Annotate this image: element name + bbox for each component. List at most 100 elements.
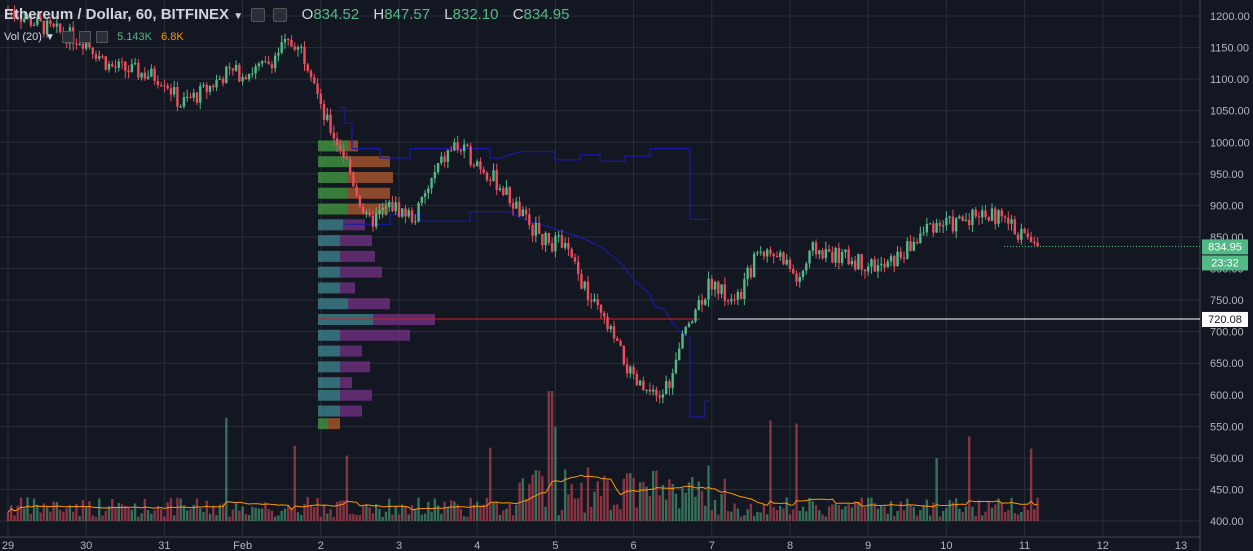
volume-bar <box>316 498 319 521</box>
x-tick-label: Feb <box>233 540 252 551</box>
candle-body <box>697 300 700 310</box>
profile-bar-b <box>328 418 340 430</box>
volume-bar <box>23 508 26 521</box>
x-tick-label: 13 <box>1175 540 1187 551</box>
volume-bar <box>508 503 511 521</box>
close-value: 834.95 <box>523 6 570 23</box>
candle-body <box>179 106 182 108</box>
volume-bar <box>1013 513 1017 521</box>
volume-bar <box>616 504 619 521</box>
candle-body <box>945 217 948 226</box>
candle-body <box>355 186 358 196</box>
volume-bar <box>65 508 68 521</box>
volume-bar <box>26 497 29 521</box>
volume-bar <box>954 498 958 521</box>
candle-body <box>410 210 414 223</box>
volume-bar <box>371 513 375 521</box>
candle-body <box>466 144 469 147</box>
volume-bar <box>277 515 280 521</box>
candle-body <box>234 64 238 71</box>
volume-bar <box>195 498 199 521</box>
volume-bar <box>697 481 700 521</box>
symbol-caret-icon[interactable]: ▼ <box>233 11 244 22</box>
volume-bar <box>153 510 156 521</box>
volume-bar <box>221 503 225 521</box>
volume-bar <box>143 498 147 521</box>
volume-bar <box>853 501 857 521</box>
volume-bar <box>120 504 124 521</box>
candle-body <box>78 43 81 45</box>
volume-close-icon[interactable] <box>96 31 109 44</box>
settings-icon[interactable] <box>251 8 266 23</box>
candle-body <box>498 188 502 191</box>
volume-bar <box>736 508 740 521</box>
candle-body <box>339 144 342 151</box>
candle-body <box>733 299 736 301</box>
candle-body <box>1000 210 1003 217</box>
candle-body <box>166 85 169 89</box>
candle-body <box>599 304 603 313</box>
candle-body <box>981 210 984 218</box>
volume-settings-icon[interactable] <box>61 31 74 44</box>
candle-body <box>710 278 713 290</box>
volume-bar <box>427 501 430 521</box>
candle-body <box>384 207 388 209</box>
volume-caret-icon[interactable]: ▼ <box>44 32 55 43</box>
candle-body <box>505 187 508 195</box>
volume-bar <box>528 484 531 521</box>
candle-body <box>629 366 632 374</box>
candle-body <box>215 79 218 88</box>
candle-body <box>306 64 309 71</box>
x-tick-label: 7 <box>709 540 715 551</box>
candle-body <box>1036 242 1039 247</box>
candle-body <box>547 232 551 244</box>
candle-body <box>743 279 746 299</box>
candle-body <box>492 170 495 181</box>
volume-bar <box>205 500 208 521</box>
candle-body <box>958 216 961 219</box>
volume-bar <box>899 501 902 521</box>
candle-body <box>309 70 313 78</box>
volume-bar <box>91 515 94 521</box>
candle-body <box>186 96 189 98</box>
candle-body <box>427 188 430 194</box>
candle-body <box>368 212 371 216</box>
candle-body <box>593 299 596 302</box>
y-tick-label: 1150.00 <box>1210 43 1249 55</box>
candle-body <box>625 364 629 374</box>
symbol-title[interactable]: Ethereum / Dollar, 60, BITFINEX <box>4 6 230 23</box>
volume-bar <box>655 470 658 521</box>
candle-body <box>404 208 407 217</box>
volume-bar <box>218 504 221 521</box>
hide-icon[interactable] <box>273 8 288 23</box>
candle-body <box>664 381 668 395</box>
volume-bar <box>651 470 655 521</box>
profile-bar-a <box>318 298 348 310</box>
candle-body <box>101 56 104 58</box>
candle-body <box>163 85 166 87</box>
volume-bar <box>244 514 248 521</box>
candle-body <box>39 17 42 21</box>
volume-bar <box>251 506 254 521</box>
candle-body <box>169 88 173 95</box>
volume-label[interactable]: Vol (20) <box>4 31 42 43</box>
volume-hide-icon[interactable] <box>79 31 92 44</box>
volume-bar <box>182 505 186 521</box>
candle-body <box>273 55 277 69</box>
volume-bar <box>694 496 697 521</box>
volume-bar <box>449 500 453 521</box>
candle-body <box>938 223 942 226</box>
candle-body <box>935 223 938 233</box>
volume-bar <box>16 505 19 521</box>
y-tick-label: 550.00 <box>1210 421 1244 433</box>
x-tick-label: 29 <box>2 540 14 551</box>
profile-bar-b <box>340 361 370 373</box>
candle-body <box>524 209 528 215</box>
y-tick-label: 900.00 <box>1210 200 1244 212</box>
candle-body <box>192 92 195 98</box>
candle-body <box>1029 236 1033 243</box>
volume-bar <box>739 516 743 521</box>
time-axis[interactable]: 29 30 31 Feb 2 3 4 5 6 7 8 9 10 11 12 13 <box>2 540 1187 551</box>
volume-bar <box>290 508 293 521</box>
